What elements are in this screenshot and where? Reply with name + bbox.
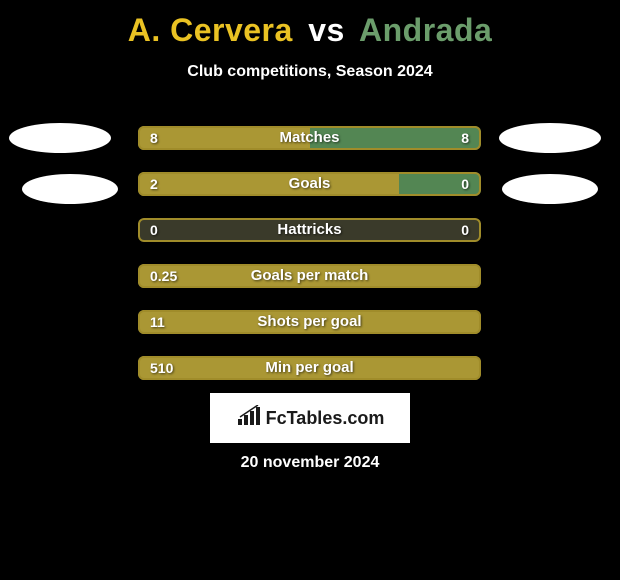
player2-name: Andrada: [359, 12, 492, 48]
footer-logo-text: FcTables.com: [266, 408, 385, 429]
stat-label: Hattricks: [138, 218, 481, 242]
comparison-title: A. Cervera vs Andrada: [0, 0, 620, 49]
footer-date: 20 november 2024: [0, 454, 620, 472]
stat-value-right: 8: [461, 126, 469, 150]
stat-value-right: 0: [461, 172, 469, 196]
player1-avatar-placeholder: [9, 123, 111, 153]
vs-text: vs: [308, 12, 345, 48]
stat-label: Matches: [138, 126, 481, 150]
footer-logo: FcTables.com: [210, 393, 410, 443]
stat-row: 510Min per goal: [138, 356, 481, 380]
stat-row: 8Matches8: [138, 126, 481, 150]
player2-club-placeholder: [502, 174, 598, 204]
player2-avatar-placeholder: [499, 123, 601, 153]
subtitle-text: Club competitions, Season 2024: [0, 63, 620, 81]
stat-row: 0.25Goals per match: [138, 264, 481, 288]
stat-row: 11Shots per goal: [138, 310, 481, 334]
stat-label: Min per goal: [138, 356, 481, 380]
stat-label: Goals per match: [138, 264, 481, 288]
player1-club-placeholder: [22, 174, 118, 204]
player1-name: A. Cervera: [128, 12, 293, 48]
stat-label: Shots per goal: [138, 310, 481, 334]
stat-value-right: 0: [461, 218, 469, 242]
stat-row: 2Goals0: [138, 172, 481, 196]
stats-container: 8Matches82Goals00Hattricks00.25Goals per…: [138, 126, 481, 402]
stat-label: Goals: [138, 172, 481, 196]
stat-row: 0Hattricks0: [138, 218, 481, 242]
chart-icon: [236, 405, 262, 432]
